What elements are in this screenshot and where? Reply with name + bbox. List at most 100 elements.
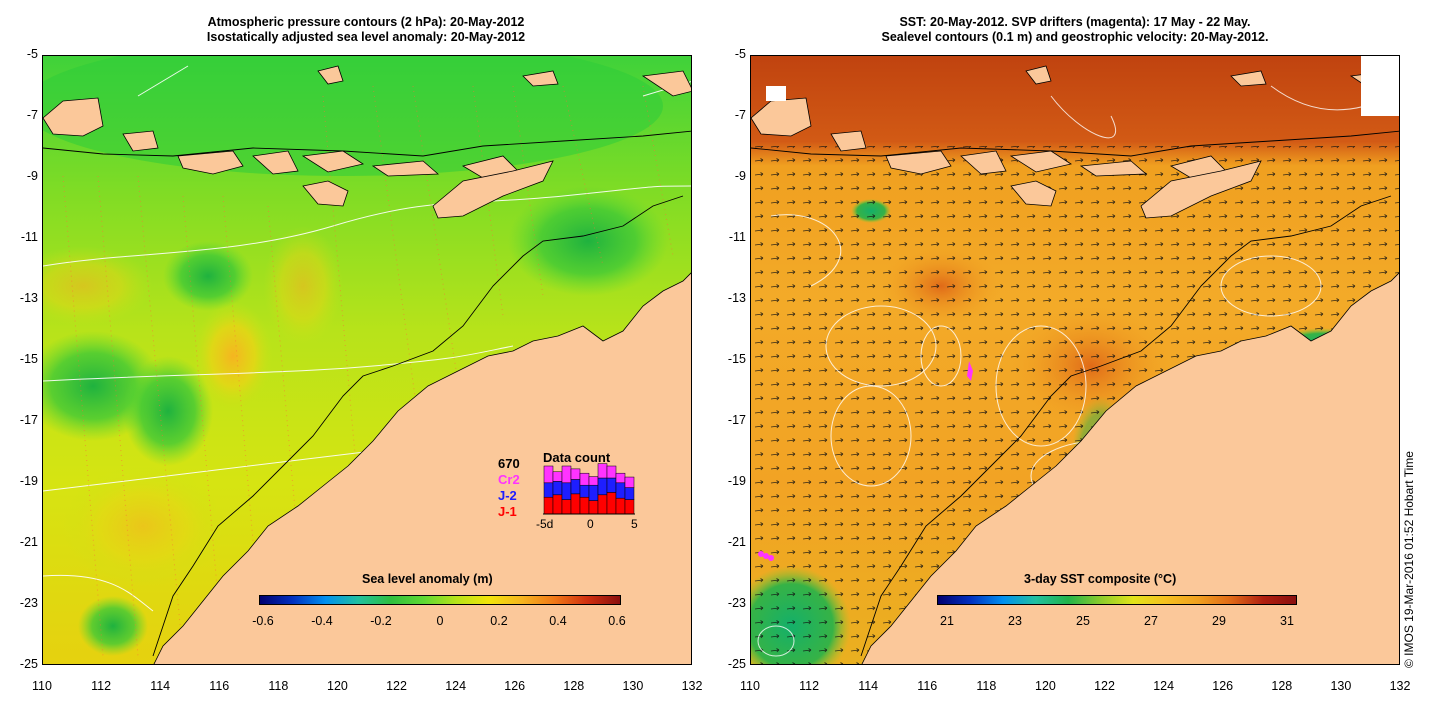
x-tick-label: 132 <box>1389 679 1411 693</box>
y-tick-label: -11 <box>728 230 746 244</box>
data-count-x-start: -5d <box>536 517 553 531</box>
drifter-track <box>768 555 774 561</box>
data-count-bar-cr2 <box>543 465 554 484</box>
right-title-line2: Sealevel contours (0.1 m) and geostrophi… <box>881 30 1269 44</box>
left-title-line1: Atmospheric pressure contours (2 hPa): 2… <box>207 15 525 29</box>
shelf-contour <box>751 130 1399 657</box>
data-count-bar-j2 <box>588 484 599 501</box>
data-count-x-end: 5 <box>631 517 638 531</box>
x-tick-label: 124 <box>1153 679 1175 693</box>
x-tick-label: 124 <box>445 679 467 693</box>
colorbar-tick-label: 27 <box>1144 614 1158 628</box>
data-count-bar-j2 <box>561 482 572 500</box>
data-count-bar-cr2 <box>570 468 581 480</box>
colorbar-tick-label: 0.4 <box>549 614 567 628</box>
shelf-contour <box>43 130 691 657</box>
x-tick-label: 110 <box>32 679 52 693</box>
colorbar-tick-label: 21 <box>940 614 954 628</box>
data-count-bar-j1 <box>543 496 554 515</box>
data-count-bar-j1 <box>552 494 563 515</box>
sealevel-contours <box>757 85 1392 657</box>
y-tick-label: -15 <box>19 352 38 366</box>
sla-colorbar <box>259 595 621 605</box>
cloud-gaps <box>766 56 1399 116</box>
data-count-inset: 670 Cr2 J-2 J-1 Data count -5d 0 5 <box>498 450 638 531</box>
y-tick-label: -23 <box>727 596 746 610</box>
y-tick-label: -17 <box>727 413 746 427</box>
y-tick-label: -25 <box>19 657 38 671</box>
data-count-bar-j1 <box>606 492 617 515</box>
x-tick-label: 112 <box>799 679 820 693</box>
x-tick-label: 132 <box>681 679 703 693</box>
data-count-bar-j1 <box>615 497 626 515</box>
y-tick-label: -15 <box>727 352 746 366</box>
data-count-bar-cr2 <box>597 463 608 479</box>
drifter-track <box>758 551 764 557</box>
australia-land <box>861 272 1399 664</box>
x-tick-label: 118 <box>976 679 997 693</box>
data-count-bar-cr2 <box>561 465 572 484</box>
y-tick-label: -19 <box>19 474 38 488</box>
sla-colorbar-title: Sea level anomaly (m) <box>362 572 493 586</box>
left-panel-title: Atmospheric pressure contours (2 hPa): 2… <box>40 15 692 45</box>
sst-colorbar <box>937 595 1297 605</box>
y-tick-label: -17 <box>19 413 38 427</box>
data-count-bar-cr2 <box>552 471 563 482</box>
data-count-bar-j1 <box>570 493 581 515</box>
colorbar-tick-label: -0.4 <box>311 614 333 628</box>
data-count-x-mid: 0 <box>587 517 594 531</box>
x-tick-label: 114 <box>858 679 879 693</box>
sst-colorbar-title: 3-day SST composite (°C) <box>1024 572 1177 586</box>
y-tick-label: -13 <box>727 291 746 305</box>
y-tick-label: -9 <box>734 169 746 183</box>
svp-drifters <box>758 361 973 561</box>
data-count-bar-j1 <box>624 499 635 515</box>
y-tick-label: -21 <box>727 535 746 549</box>
colorbar-tick-label: 25 <box>1076 614 1090 628</box>
y-tick-label: -21 <box>19 535 38 549</box>
data-count-bar-j1 <box>588 500 599 515</box>
data-count-bar-j2 <box>606 477 617 493</box>
data-count-bar-j2 <box>579 484 590 498</box>
x-tick-label: 126 <box>1212 679 1234 693</box>
drifter-track <box>763 553 769 559</box>
colorbar-tick-label: 31 <box>1280 614 1294 628</box>
data-count-sat-cr2: Cr2 <box>498 472 520 487</box>
sea-level-anomaly-map[interactable]: 670 Cr2 J-2 J-1 Data count -5d 0 5 <box>42 55 692 665</box>
y-tick-label: -5 <box>734 47 746 61</box>
x-tick-label: 128 <box>563 679 585 693</box>
data-count-bar-cr2 <box>606 465 617 479</box>
sst-map[interactable] <box>750 55 1400 665</box>
data-count-bar-cr2 <box>624 476 635 488</box>
indonesian-islands <box>43 65 691 219</box>
y-tick-label: -19 <box>727 474 746 488</box>
data-count-bar-j2 <box>624 487 635 500</box>
indonesian-islands <box>751 65 1399 219</box>
colorbar-tick-label: 29 <box>1212 614 1226 628</box>
data-count-bar-j2 <box>543 482 554 498</box>
x-tick-label: 116 <box>209 679 230 693</box>
data-count-title: Data count <box>543 450 611 465</box>
data-count-bar-j2 <box>597 477 608 496</box>
right-panel-title: SST: 20-May-2012. SVP drifters (magenta)… <box>750 15 1400 45</box>
data-count-bar-j1 <box>561 499 572 515</box>
data-count-bar-j2 <box>570 479 581 495</box>
sla-anomaly-blobs <box>43 56 668 656</box>
y-tick-label: -5 <box>26 47 38 61</box>
data-count-total: 670 <box>498 456 520 471</box>
australia-land <box>153 272 691 664</box>
x-tick-label: 126 <box>504 679 526 693</box>
data-count-bar-cr2 <box>588 476 599 486</box>
y-tick-label: -23 <box>19 596 38 610</box>
x-tick-label: 130 <box>1330 679 1352 693</box>
data-count-sat-j1: J-1 <box>498 504 517 519</box>
x-tick-label: 116 <box>917 679 938 693</box>
right-title-line1: SST: 20-May-2012. SVP drifters (magenta)… <box>899 15 1251 29</box>
x-tick-label: 128 <box>1271 679 1293 693</box>
y-tick-label: -13 <box>19 291 38 305</box>
y-tick-label: -9 <box>26 169 38 183</box>
colorbar-tick-label: 0.2 <box>490 614 508 628</box>
colorbar-tick-label: 0 <box>436 614 444 628</box>
x-tick-label: 122 <box>1094 679 1115 693</box>
data-count-bar-cr2 <box>579 472 590 486</box>
